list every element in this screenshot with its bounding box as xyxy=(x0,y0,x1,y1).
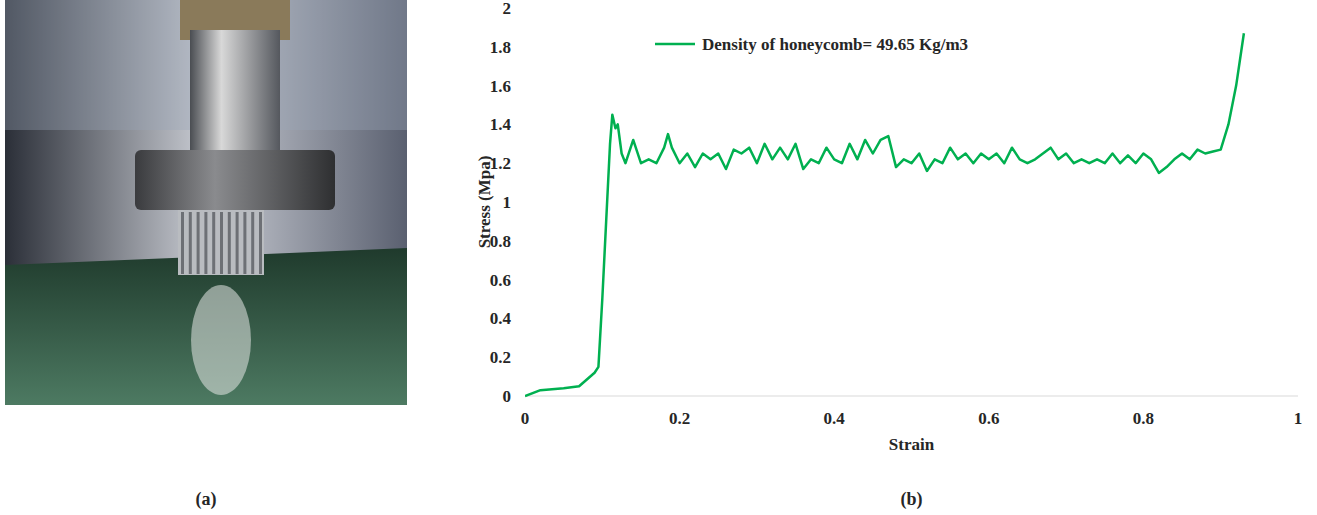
y-axis-title: Stress (Mpa) xyxy=(475,156,494,249)
panel-label: (b) xyxy=(901,489,923,510)
reflection xyxy=(191,285,251,395)
honeycomb-cell xyxy=(212,212,215,274)
honeycomb-cell xyxy=(189,212,192,274)
chart: 00.20.40.60.811.21.41.61.8200.20.40.60.8… xyxy=(475,0,1302,510)
x-axis-title: Strain xyxy=(889,435,935,454)
x-tick-label: 0.6 xyxy=(978,409,999,428)
data-line xyxy=(525,33,1244,396)
x-tick-label: 0.2 xyxy=(669,409,690,428)
photo xyxy=(5,0,407,405)
ring xyxy=(135,150,335,210)
plot-area xyxy=(525,33,1244,396)
photo-background xyxy=(5,0,407,405)
honeycomb-cell xyxy=(243,212,246,274)
y-tick-label: 0.2 xyxy=(490,348,511,367)
honeycomb-cell xyxy=(220,212,223,274)
y-tick-label: 0 xyxy=(503,387,512,406)
x-tick-label: 0.8 xyxy=(1133,409,1154,428)
honeycomb-cell xyxy=(251,212,254,274)
x-tick-label: 1 xyxy=(1294,409,1303,428)
honeycomb-cell xyxy=(236,212,239,274)
y-tick-label: 0.6 xyxy=(490,271,511,290)
y-tick-label: 0.4 xyxy=(490,309,512,328)
legend-label: Density of honeycomb= 49.65 Kg/m3 xyxy=(702,35,968,54)
panel-label: (a) xyxy=(196,489,217,510)
y-tick-label: 1.8 xyxy=(490,38,511,57)
honeycomb-sample xyxy=(178,210,264,275)
cylinder xyxy=(190,30,280,170)
y-tick-label: 1.6 xyxy=(490,77,511,96)
x-axis-line xyxy=(525,396,1298,397)
honeycomb-cell xyxy=(228,212,231,274)
figure: (a)00.20.40.60.811.21.41.61.8200.20.40.6… xyxy=(0,0,1317,515)
honeycomb-cell xyxy=(181,212,184,274)
y-tick-label: 1 xyxy=(503,193,512,212)
honeycomb-cell xyxy=(204,212,207,274)
y-tick-label: 2 xyxy=(503,0,512,18)
honeycomb-cell xyxy=(197,212,200,274)
y-tick-label: 1.4 xyxy=(490,115,512,134)
honeycomb-cell xyxy=(259,212,262,274)
legend-swatch xyxy=(655,43,695,46)
legend: Density of honeycomb= 49.65 Kg/m3 xyxy=(655,35,968,54)
x-tick-label: 0.4 xyxy=(824,409,846,428)
x-tick-label: 0 xyxy=(521,409,530,428)
